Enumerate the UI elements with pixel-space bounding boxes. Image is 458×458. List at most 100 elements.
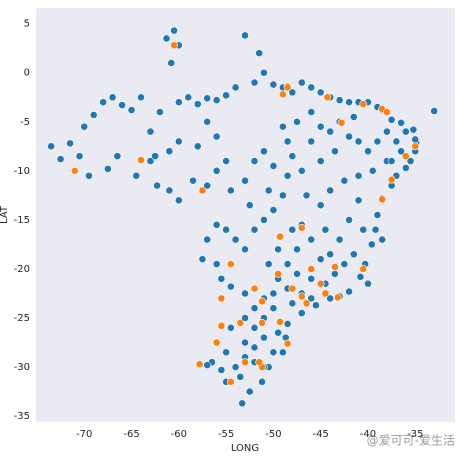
y-tick-label: 0 [24, 68, 30, 79]
scatter-point [162, 34, 171, 43]
scatter-point [330, 269, 339, 278]
scatter-point [85, 171, 93, 180]
scatter-point [255, 49, 264, 58]
scatter-point [222, 157, 231, 165]
scatter-point [132, 171, 141, 180]
scatter-point [288, 88, 297, 97]
scatter-point [198, 186, 207, 195]
scatter-point [283, 260, 292, 268]
scatter-point [236, 319, 245, 327]
scatter-point [356, 272, 365, 281]
scatter-point [56, 155, 65, 163]
scatter-point [330, 147, 339, 156]
scatter-point [406, 157, 415, 165]
scatter-point [283, 319, 292, 328]
scatter-point [278, 122, 287, 131]
scatter-point [203, 181, 212, 190]
y-tick-label: -10 [14, 166, 30, 177]
watermark: @爱可可-爱生活 [367, 434, 455, 448]
scatter-point [146, 157, 155, 165]
scatter-point [260, 68, 268, 77]
scatter-point [269, 348, 278, 357]
y-tick-label: 5 [24, 19, 30, 30]
scatter-point [278, 191, 287, 200]
scatter-point [75, 152, 84, 161]
scatter-point [345, 132, 353, 141]
scatter-point [137, 93, 145, 102]
scatter-point [401, 127, 410, 136]
scatter-point [401, 164, 410, 172]
scatter-point [47, 142, 56, 151]
scatter-point [333, 293, 342, 302]
scatter-point [337, 118, 346, 127]
scatter-point [250, 304, 259, 313]
scatter-point [222, 91, 231, 100]
scatter-point [226, 260, 235, 268]
scatter-point [255, 358, 264, 367]
y-tick-label: -35 [14, 411, 30, 422]
scatter-point [330, 263, 339, 271]
scatter-point [195, 360, 204, 369]
scatter-point [283, 171, 292, 180]
scatter-point [354, 196, 363, 205]
scatter-point [258, 297, 266, 306]
scatter-point [373, 137, 382, 146]
scatter-point [70, 166, 79, 175]
scatter-point [411, 135, 420, 144]
scatter-point [345, 216, 353, 224]
x-tick-label: -50 [265, 429, 281, 440]
scatter-point [316, 157, 325, 165]
scatter-point [278, 90, 287, 99]
scatter-point [258, 319, 266, 327]
scatter-point [260, 333, 268, 342]
scatter-point [80, 122, 89, 131]
scatter-point [409, 125, 418, 134]
scatter-point [89, 111, 98, 119]
x-tick-label: -40 [360, 429, 376, 440]
scatter-point [226, 323, 235, 332]
scatter-point [312, 301, 320, 310]
y-tick-label: -20 [14, 264, 30, 275]
scatter-point [367, 240, 376, 249]
x-tick-label: -55 [218, 429, 234, 440]
scatter-point [103, 164, 112, 173]
scatter-point [222, 225, 231, 234]
scatter-point [203, 117, 212, 126]
scatter-point [203, 235, 212, 244]
scatter-point [222, 348, 231, 357]
scatter-point [321, 289, 330, 298]
scatter-point [364, 147, 372, 156]
scatter-point [217, 366, 226, 374]
scatter-point [297, 78, 306, 87]
scatter-point [276, 232, 284, 241]
scatter-point [326, 186, 335, 195]
scatter-point [189, 176, 197, 185]
scatter-point [241, 358, 249, 367]
scatter-point [354, 137, 363, 146]
scatter-point [297, 309, 306, 318]
scatter-point [245, 201, 254, 210]
scatter-point [302, 299, 311, 308]
scatter-point [387, 157, 396, 165]
scatter-point [371, 225, 380, 234]
scatter-point [113, 152, 122, 161]
scatter-point [316, 279, 325, 288]
y-tick-label: -30 [14, 362, 30, 373]
scatter-point [373, 211, 382, 219]
scatter-point [193, 100, 202, 109]
scatter-point [198, 255, 207, 264]
scatter-point [226, 186, 235, 195]
scatter-point [297, 223, 306, 232]
scatter-point [293, 269, 301, 278]
scatter-point [269, 162, 278, 170]
scatter-point [274, 269, 283, 278]
scatter-point [387, 115, 396, 124]
scatter-point [359, 225, 368, 234]
scatter-point [260, 216, 268, 224]
scatter-point [354, 171, 363, 180]
scatter-point [137, 156, 145, 164]
scatter-point [241, 245, 249, 254]
scatter-point [297, 166, 306, 175]
scatter-point [383, 108, 391, 116]
scatter-point [174, 137, 183, 146]
